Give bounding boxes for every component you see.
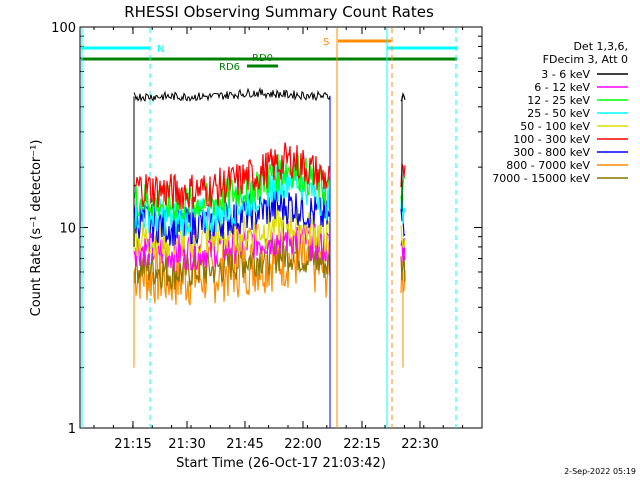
flag-n-label: N [157, 44, 164, 55]
flag-bars: N S RD0 RD6 [81, 37, 457, 73]
legend-label-8: 7000 - 15000 keV [492, 172, 590, 185]
y-tick-label-0: 1 [68, 422, 76, 437]
x-tick-label-4: 22:15 [343, 437, 380, 452]
flag-s-label: S [323, 37, 329, 48]
trace-5 [133, 142, 331, 210]
legend-label-0: 3 - 6 keV [541, 68, 590, 81]
legend-label-4: 50 - 100 keV [520, 120, 590, 133]
y-tick-label-2: 100 [51, 21, 76, 36]
x-tick-label-2: 21:45 [226, 437, 263, 452]
chart-title: RHESSI Observing Summary Count Rates [124, 3, 434, 21]
x-axis-label: Start Time (26-Oct-17 21:03:42) [176, 456, 386, 471]
y-ticks: 1 10 100 [51, 21, 482, 437]
x-ticks: 21:15 21:30 21:45 22:00 22:15 22:30 [93, 27, 483, 452]
legend-label-5: 100 - 300 keV [513, 133, 590, 146]
trace-tail-8 [400, 255, 406, 282]
flag-rd6-label: RD6 [219, 62, 240, 73]
legend-label-6: 300 - 800 keV [513, 146, 590, 159]
x-tick-label-3: 22:00 [284, 437, 321, 452]
legend-label-7: 800 - 7000 keV [506, 159, 590, 172]
trace-3 [133, 161, 331, 237]
trace-6 [133, 190, 331, 246]
vertical-markers [81, 28, 457, 428]
legend-label-2: 12 - 25 keV [527, 94, 590, 107]
data-traces [133, 86, 406, 428]
trace-0 [133, 86, 331, 103]
legend-label-1: 6 - 12 keV [534, 81, 590, 94]
y-tick-label-1: 10 [59, 222, 76, 237]
x-tick-label-5: 22:30 [401, 437, 438, 452]
x-tick-label-0: 21:15 [114, 437, 151, 452]
footer-date: 2-Sep-2022 05:19 [564, 467, 636, 476]
flag-rd0-label: RD0 [252, 53, 273, 64]
trace-tail-4 [400, 225, 406, 248]
x-tick-label-1: 21:30 [168, 437, 205, 452]
legend-header-2: FDecim 3, Att 0 [543, 53, 628, 66]
legend-label-3: 25 - 50 keV [527, 107, 590, 120]
legend-header-1: Det 1,3,6, [573, 40, 628, 53]
y-axis-label: Count Rate (s⁻¹ detector⁻¹) [29, 140, 44, 317]
